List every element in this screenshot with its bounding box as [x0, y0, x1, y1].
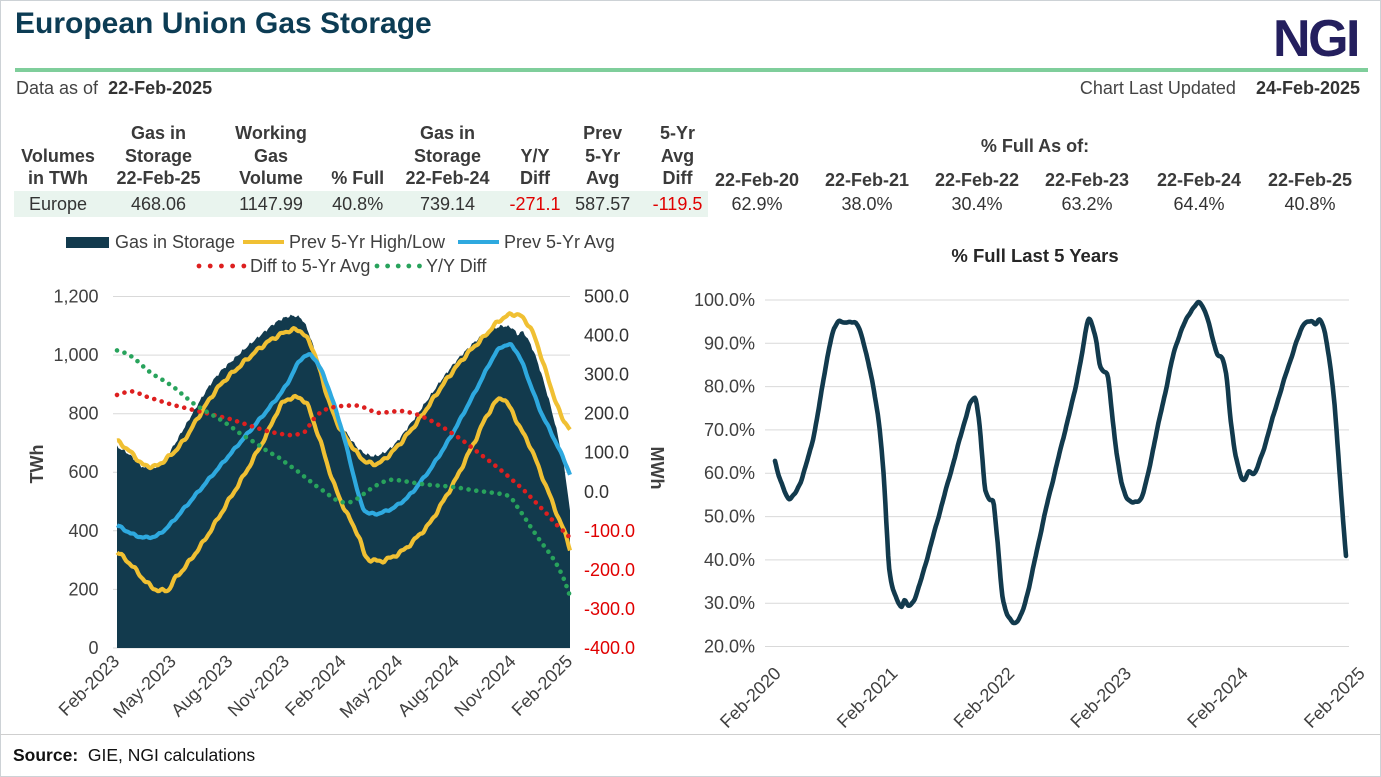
svg-text:0.0: 0.0: [584, 482, 609, 502]
svg-text:Feb-2024: Feb-2024: [1183, 663, 1252, 732]
svg-text:-300.0: -300.0: [584, 599, 635, 619]
svg-text:Nov-2023: Nov-2023: [224, 651, 293, 720]
svg-text:1,000: 1,000: [53, 345, 98, 365]
svg-text:50.0%: 50.0%: [704, 507, 755, 527]
svg-text:200.0: 200.0: [584, 404, 629, 424]
svg-text:TWh: TWh: [27, 445, 47, 484]
svg-text:Prev 5-Yr High/Low: Prev 5-Yr High/Low: [289, 232, 446, 252]
svg-text:400.0: 400.0: [584, 326, 629, 346]
svg-text:Feb-2021: Feb-2021: [833, 663, 902, 732]
svg-text:90.0%: 90.0%: [704, 333, 755, 353]
svg-text:Prev 5-Yr Avg: Prev 5-Yr Avg: [504, 232, 615, 252]
svg-text:MWh: MWh: [647, 447, 667, 490]
svg-text:Y/Y Diff: Y/Y Diff: [426, 256, 487, 276]
svg-text:100.0%: 100.0%: [694, 290, 755, 310]
svg-text:400: 400: [68, 521, 98, 541]
svg-text:% Full Last 5 Years: % Full Last 5 Years: [951, 245, 1118, 266]
svg-text:200: 200: [68, 579, 98, 599]
svg-text:30.0%: 30.0%: [704, 593, 755, 613]
svg-text:80.0%: 80.0%: [704, 377, 755, 397]
svg-text:Aug-2023: Aug-2023: [167, 651, 236, 720]
svg-text:1,200: 1,200: [53, 287, 98, 307]
svg-text:Nov-2024: Nov-2024: [450, 651, 519, 720]
svg-text:100.0: 100.0: [584, 443, 629, 463]
svg-text:Feb-2023: Feb-2023: [1066, 663, 1135, 732]
svg-text:500.0: 500.0: [584, 287, 629, 307]
svg-text:Feb-2025: Feb-2025: [1300, 663, 1369, 732]
svg-text:Diff to 5-Yr Avg: Diff to 5-Yr Avg: [250, 256, 370, 276]
svg-text:600: 600: [68, 462, 98, 482]
svg-text:-100.0: -100.0: [584, 521, 635, 541]
svg-text:40.0%: 40.0%: [704, 550, 755, 570]
svg-text:300.0: 300.0: [584, 365, 629, 385]
svg-text:60.0%: 60.0%: [704, 463, 755, 483]
svg-text:-200.0: -200.0: [584, 560, 635, 580]
svg-text:Feb-2022: Feb-2022: [950, 663, 1019, 732]
svg-text:70.0%: 70.0%: [704, 420, 755, 440]
svg-text:0: 0: [88, 638, 98, 658]
svg-text:20.0%: 20.0%: [704, 637, 755, 657]
svg-text:Gas in Storage: Gas in Storage: [115, 232, 235, 252]
svg-text:Feb-2020: Feb-2020: [716, 663, 785, 732]
svg-text:-400.0: -400.0: [584, 638, 635, 658]
svg-text:Aug-2024: Aug-2024: [394, 651, 463, 720]
svg-text:800: 800: [68, 404, 98, 424]
svg-text:Feb-2025: Feb-2025: [508, 651, 577, 720]
